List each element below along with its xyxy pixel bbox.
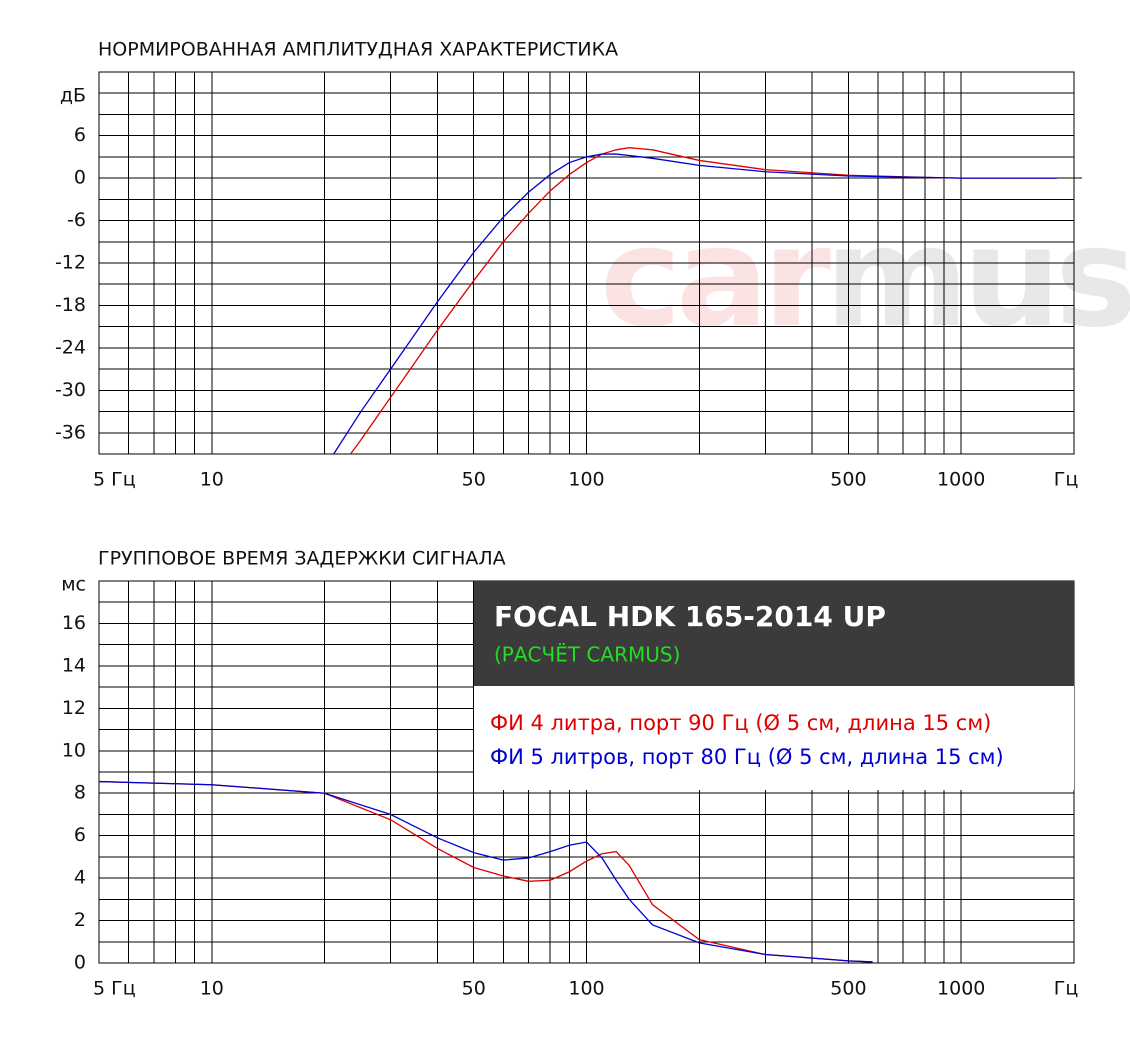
legend-entry: ФИ 4 литра, порт 90 Гц (Ø 5 см, длина 15… xyxy=(490,711,991,735)
plot-frame xyxy=(98,71,1075,455)
x-tick-label: 5 Гц xyxy=(93,469,136,491)
legend-body xyxy=(474,686,1074,790)
x-tick-label: 1000 xyxy=(937,978,985,1000)
data-line xyxy=(349,147,1057,454)
y-axis-label: мс xyxy=(61,574,86,596)
chart-title: НОРМИРОВАННАЯ АМПЛИТУДНАЯ ХАРАКТЕРИСТИКА xyxy=(98,39,618,61)
legend-title: FOCAL HDK 165-2014 UP xyxy=(494,600,886,633)
watermark-part: car xyxy=(600,197,831,358)
plot-lines xyxy=(99,780,873,963)
data-line xyxy=(99,780,873,963)
x-tick-label: 1000 xyxy=(937,469,985,491)
y-tick-label: -24 xyxy=(55,336,86,358)
legend-header xyxy=(474,581,1074,686)
x-tick-label: 500 xyxy=(830,469,866,491)
data-line xyxy=(99,780,873,963)
x-tick-label: 5 Гц xyxy=(93,978,136,1000)
y-tick-label: 10 xyxy=(62,739,86,761)
y-tick-label: -36 xyxy=(55,421,86,443)
y-tick-label: 16 xyxy=(62,612,86,634)
y-tick-label: 0 xyxy=(74,952,86,974)
y-tick-label: 6 xyxy=(74,124,86,146)
chart-title: ГРУППОВОЕ ВРЕМЯ ЗАДЕРЖКИ СИГНАЛА xyxy=(98,548,506,570)
y-tick-label: -30 xyxy=(55,379,86,401)
x-tick-label: 10 xyxy=(200,469,224,491)
watermark: carmus xyxy=(600,197,1130,358)
x-tick-label: 100 xyxy=(568,469,604,491)
y-axis-label: дБ xyxy=(60,85,86,107)
y-tick-label: -6 xyxy=(67,209,86,231)
x-tick-label: 10 xyxy=(200,978,224,1000)
data-line xyxy=(332,153,1057,454)
y-tick-label: -12 xyxy=(55,252,86,274)
y-tick-label: 2 xyxy=(74,909,86,931)
y-tick-label: 0 xyxy=(74,167,86,189)
plot-lines xyxy=(332,147,1057,454)
y-tick-label: 8 xyxy=(74,782,86,804)
x-tick-label: 50 xyxy=(462,978,486,1000)
legend-entry: ФИ 5 литров, порт 80 Гц (Ø 5 см, длина 1… xyxy=(490,745,1004,769)
x-tick-label: 500 xyxy=(830,978,866,1000)
watermark-part: mus xyxy=(825,197,1130,358)
x-tick-label: 100 xyxy=(568,978,604,1000)
y-tick-label: 14 xyxy=(62,654,86,676)
y-tick-label: 4 xyxy=(74,867,86,889)
y-tick-label: 6 xyxy=(74,824,86,846)
y-tick-label: -18 xyxy=(55,294,86,316)
legend-subtitle: (РАСЧЁТ CARMUS) xyxy=(494,643,680,667)
x-axis-label: Гц xyxy=(1054,978,1079,1000)
x-axis-label: Гц xyxy=(1054,469,1079,491)
y-tick-label: 12 xyxy=(62,697,86,719)
x-tick-label: 50 xyxy=(462,469,486,491)
